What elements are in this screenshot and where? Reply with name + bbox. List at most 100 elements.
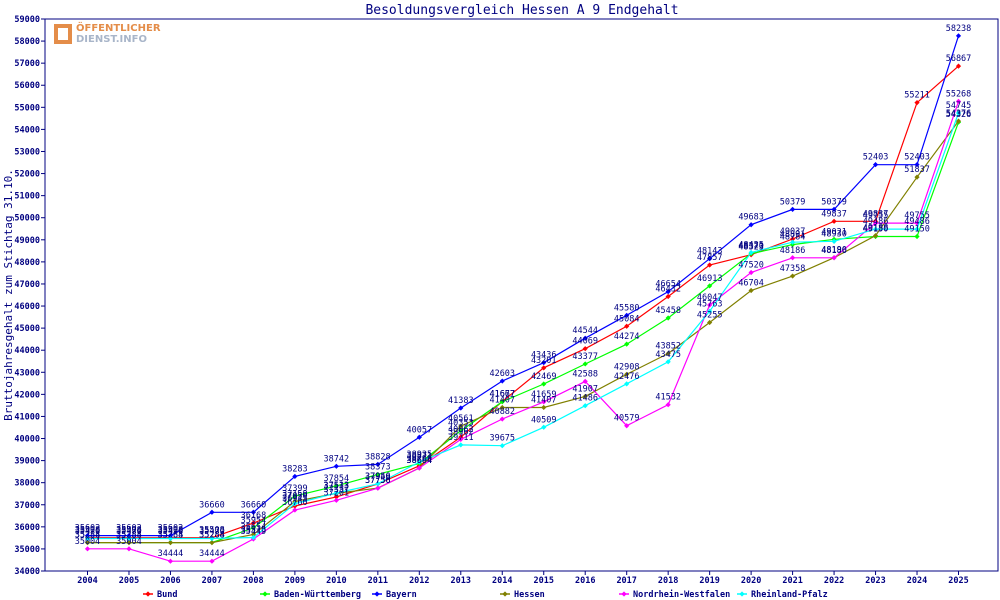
data-label: 35602 — [116, 524, 142, 534]
data-label: 35470 — [75, 527, 101, 537]
chart-series — [84, 33, 962, 564]
data-point — [955, 118, 962, 124]
data-point — [707, 319, 713, 326]
data-label: 54326 — [946, 110, 972, 120]
legend-marker — [374, 591, 380, 597]
y-axis-label: Bruttojahresgehalt zum Stichtag 31.10. — [2, 169, 15, 421]
data-label: 41667 — [489, 390, 515, 400]
data-label: 54745 — [946, 101, 972, 111]
data-label: 37201 — [324, 488, 350, 498]
data-label: 35284 — [116, 531, 142, 541]
data-label: 46913 — [697, 274, 723, 284]
data-point — [707, 308, 713, 314]
data-point — [665, 293, 671, 300]
y-tick-label: 37000 — [14, 501, 40, 511]
data-label: 43852 — [655, 341, 681, 351]
data-label: 35515 — [241, 526, 267, 536]
data-point — [499, 399, 505, 405]
data-label: 35288 — [158, 531, 184, 541]
data-label: 42603 — [489, 369, 515, 379]
data-label: 41907 — [572, 384, 598, 394]
data-label: 49486 — [863, 217, 889, 227]
data-label: 40057 — [407, 425, 433, 435]
y-tick-label: 51000 — [14, 192, 40, 202]
data-label: 35954 — [241, 516, 267, 526]
data-label: 35288 — [199, 531, 225, 541]
data-label: 49486 — [904, 217, 930, 227]
data-point — [914, 233, 920, 240]
data-label: 35508 — [75, 526, 101, 536]
data-label: 43436 — [531, 351, 557, 361]
data-label: 49837 — [863, 209, 889, 219]
data-label: 40561 — [448, 414, 474, 424]
data-label: 49755 — [904, 211, 930, 221]
data-label: 38871 — [407, 451, 433, 461]
data-label: 36760 — [282, 498, 308, 508]
data-label: 48891 — [780, 230, 806, 240]
y-tick-label: 35000 — [14, 545, 40, 555]
logo-line2: DIENST.INFO — [76, 34, 147, 45]
data-label: 40882 — [489, 407, 515, 417]
data-point — [831, 206, 837, 212]
data-label: 38742 — [324, 454, 350, 464]
data-label: 42476 — [614, 372, 640, 382]
data-point — [914, 174, 920, 180]
series-line-bund — [87, 65, 959, 539]
data-point — [914, 162, 920, 168]
data-point — [458, 442, 464, 448]
data-label: 37357 — [324, 485, 350, 495]
legend-marker — [739, 591, 745, 597]
data-label: 38828 — [365, 452, 391, 462]
y-tick-label: 45000 — [14, 324, 40, 334]
data-label: 35654 — [241, 522, 267, 532]
data-point — [955, 98, 962, 105]
data-label: 43475 — [655, 350, 681, 360]
data-label: 41532 — [655, 393, 681, 403]
data-point — [250, 509, 257, 515]
data-label: 37950 — [365, 472, 391, 482]
y-tick-label: 38000 — [14, 479, 40, 489]
y-tick-label: 49000 — [14, 236, 40, 246]
data-label: 36660 — [199, 500, 225, 510]
data-label: 35508 — [116, 526, 142, 536]
data-label: 35508 — [158, 526, 184, 536]
y-tick-label: 46000 — [14, 302, 40, 312]
data-label: 56867 — [946, 54, 972, 64]
data-point — [167, 558, 174, 564]
x-tick-label: 2015 — [533, 576, 553, 586]
data-label: 43377 — [572, 352, 598, 362]
data-label: 35288 — [75, 531, 101, 541]
data-point — [292, 507, 298, 513]
data-point — [624, 423, 630, 429]
data-label: 37756 — [365, 476, 391, 486]
data-point — [499, 378, 505, 384]
data-point — [665, 350, 671, 357]
data-label: 49150 — [904, 224, 930, 234]
data-label: 42908 — [614, 362, 640, 372]
data-point — [789, 239, 796, 245]
legend-marker — [262, 591, 268, 597]
data-label: 41383 — [448, 396, 474, 406]
data-label: 49837 — [821, 209, 847, 219]
data-point — [126, 535, 132, 542]
series-line-bayern — [87, 35, 960, 537]
x-tick-label: 2016 — [575, 576, 595, 586]
data-label: 38664 — [407, 456, 433, 466]
data-point — [333, 490, 339, 496]
data-point — [582, 393, 588, 400]
data-point — [665, 402, 671, 408]
data-label: 35602 — [75, 524, 101, 534]
data-point — [209, 540, 215, 546]
data-point — [333, 483, 339, 489]
y-tick-label: 54000 — [14, 125, 40, 135]
data-label: 35284 — [199, 531, 225, 541]
y-tick-label: 59000 — [14, 15, 40, 25]
series-line-nordrhein-westfalen — [87, 101, 960, 562]
data-label: 34444 — [199, 549, 225, 559]
data-label: 35284 — [158, 531, 184, 541]
data-point — [955, 63, 962, 69]
y-tick-label: 56000 — [14, 81, 40, 91]
x-tick-label: 2025 — [948, 576, 968, 586]
data-point — [789, 255, 796, 261]
data-label: 49150 — [863, 224, 889, 234]
